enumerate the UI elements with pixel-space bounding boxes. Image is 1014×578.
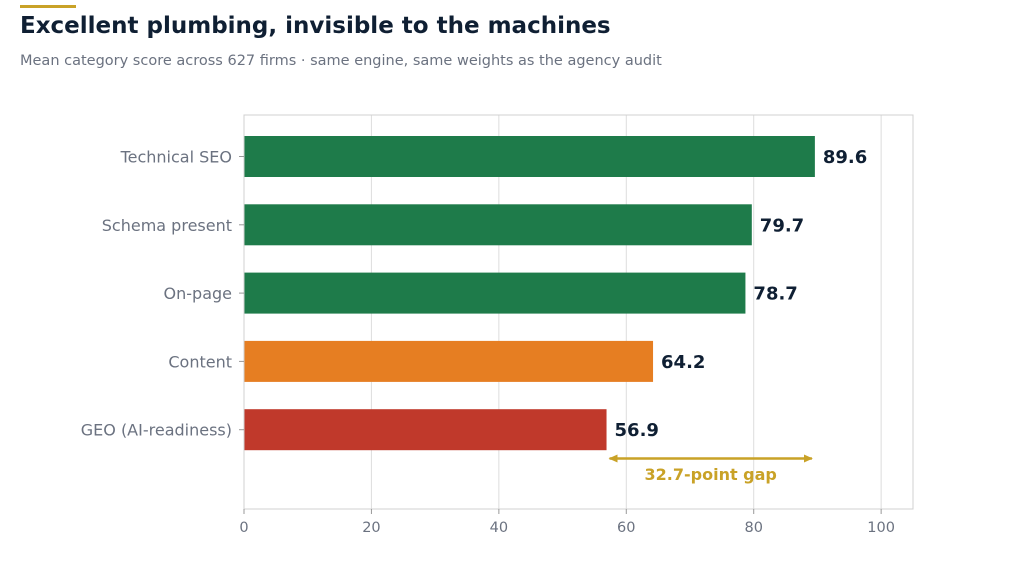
bar: [244, 340, 654, 382]
category-label: Schema present: [102, 216, 232, 235]
value-label: 89.6: [823, 147, 867, 168]
value-label: 56.9: [615, 420, 659, 441]
chart-subtitle: Mean category score across 627 firms · s…: [20, 53, 662, 69]
category-label: Technical SEO: [120, 148, 232, 167]
bar: [244, 272, 746, 314]
chart-title: Excellent plumbing, invisible to the mac…: [20, 13, 611, 39]
bar: [244, 204, 752, 246]
category-label: GEO (AI-readiness): [81, 421, 232, 440]
value-label: 78.7: [753, 284, 797, 305]
bar: [244, 409, 607, 451]
x-tick-label: 60: [617, 520, 635, 536]
x-tick-label: 0: [239, 520, 248, 536]
value-label: 79.7: [760, 215, 804, 236]
title-accent-line: [20, 5, 76, 8]
category-label: On-page: [164, 284, 232, 303]
gap-annotation: 32.7-point gap: [608, 454, 813, 484]
axes: 0 20 40 60 80 100 Technical SEO Schema present O…: [81, 148, 895, 537]
x-tick-label: 100: [867, 520, 895, 536]
category-label: Content: [168, 352, 232, 371]
gap-label: 32.7-point gap: [645, 465, 777, 484]
plot-frame: [243, 114, 914, 510]
value-label: 64.2: [661, 352, 705, 373]
x-tick-label: 40: [490, 520, 508, 536]
bar: [244, 136, 815, 177]
x-tick-label: 80: [744, 520, 762, 536]
bars: 89.6 79.7 78.7 64.2 56.9: [244, 136, 867, 451]
x-tick-label: 20: [362, 520, 380, 536]
